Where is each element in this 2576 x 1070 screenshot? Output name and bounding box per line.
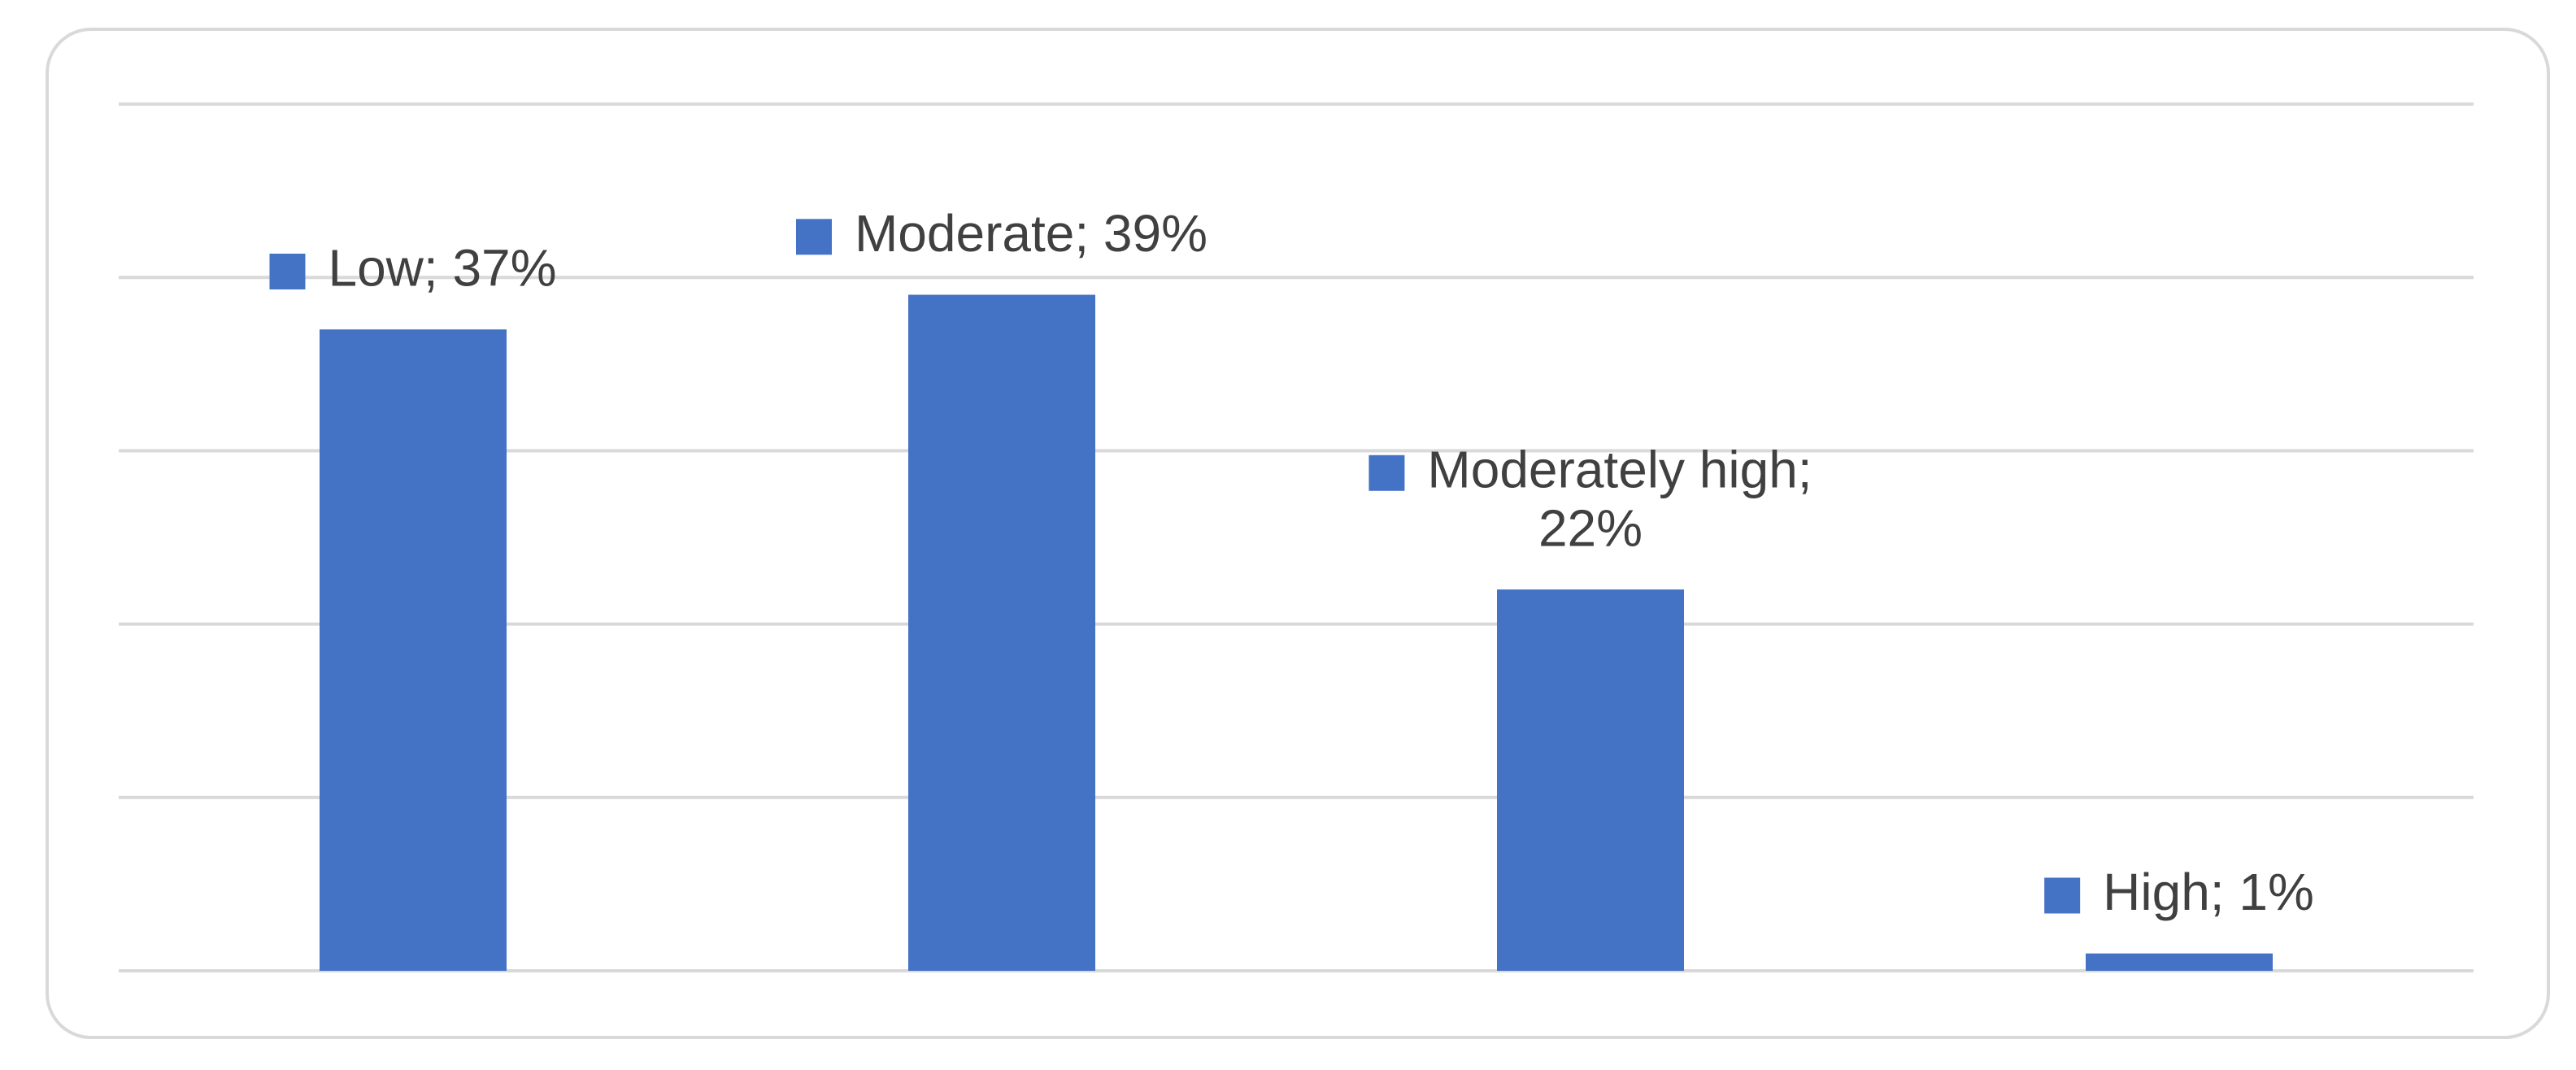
data-label-text: Low; 37% [328, 239, 556, 298]
gridlines [119, 102, 2474, 972]
bar-moderate [908, 294, 1095, 971]
data-label-text: Moderate; 39% [855, 204, 1208, 263]
data-label-moderately-high: Moderately high;22% [1368, 440, 1812, 557]
bars [320, 294, 2273, 971]
data-label-text: Moderately high; [1427, 440, 1812, 498]
legend-key-swatch [795, 219, 832, 255]
data-label-low: Low; 37% [269, 239, 557, 298]
data-label-text: 22% [1538, 498, 1643, 557]
data-label-text: High; 1% [2103, 863, 2314, 921]
data-labels: Low; 37% Moderate; 39% Moderately high;22%… [269, 204, 2314, 921]
data-label-moderate: Moderate; 39% [795, 204, 1208, 263]
legend-key-swatch [269, 253, 306, 289]
bar-high [2086, 953, 2273, 971]
legend-key-swatch [2044, 877, 2081, 914]
legend-key-swatch [1368, 455, 1405, 491]
bar-moderately-high [1497, 589, 1684, 971]
data-label-high: High; 1% [2044, 863, 2314, 921]
bar-low [320, 329, 507, 971]
